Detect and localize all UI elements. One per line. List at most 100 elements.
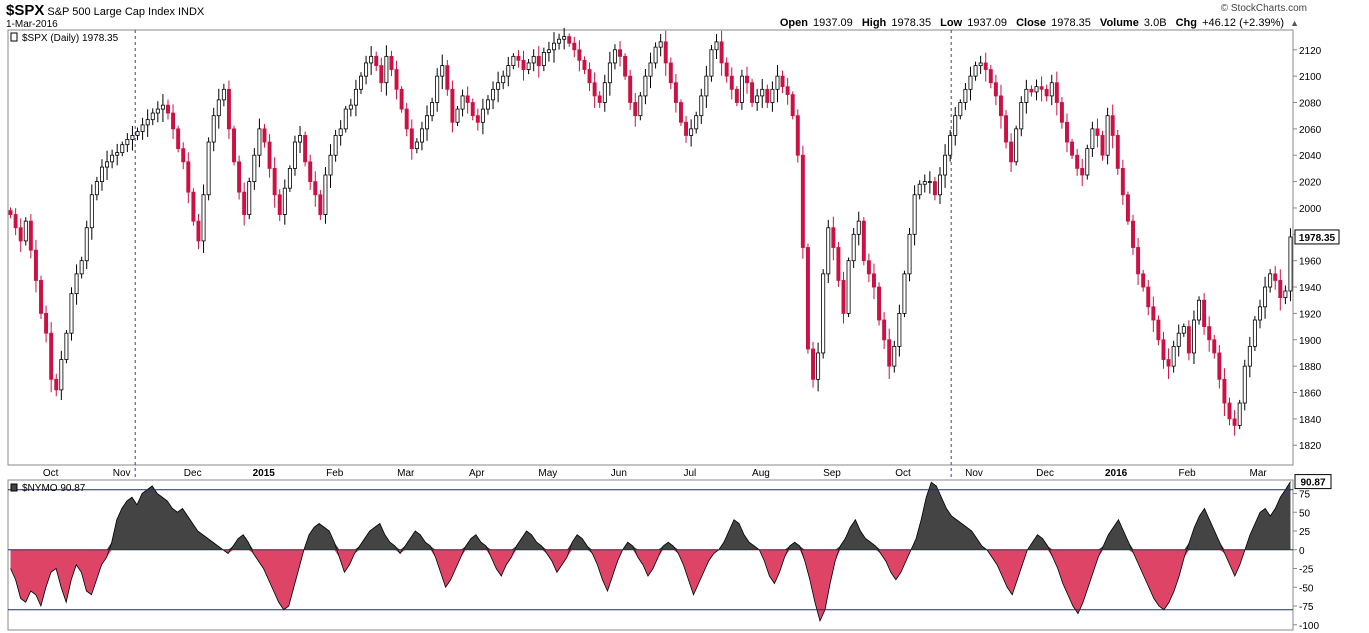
candle-body	[643, 75, 648, 97]
candle	[166, 99, 170, 120]
candle	[491, 81, 496, 110]
candle	[1065, 113, 1069, 153]
candle	[1156, 315, 1161, 346]
candle	[8, 207, 13, 219]
candle	[186, 152, 191, 204]
candle-body	[181, 148, 186, 163]
candle	[1141, 269, 1146, 292]
candle-body	[480, 108, 485, 123]
candle-body	[419, 128, 424, 143]
candle	[973, 61, 978, 81]
nymo-y-tick-label: -25	[1299, 565, 1314, 576]
candle	[1283, 285, 1288, 305]
candle-body	[54, 378, 59, 391]
candle-body	[216, 99, 221, 117]
candle	[1080, 158, 1085, 187]
candle-body	[313, 181, 318, 196]
candle	[181, 142, 186, 170]
candle	[232, 125, 236, 166]
candle-body	[633, 102, 638, 117]
candle-body	[1186, 326, 1191, 354]
candle	[1166, 348, 1171, 380]
candle-body	[394, 69, 399, 90]
candle	[1273, 265, 1278, 290]
candle-body	[1217, 352, 1222, 380]
last-nymo-tag	[1294, 474, 1332, 490]
candle-body	[998, 95, 1003, 117]
candle-body	[150, 112, 155, 121]
x-axis-label: May	[538, 468, 557, 479]
candle-body	[516, 55, 521, 61]
volume-label: Volume	[1099, 17, 1139, 29]
candle	[1014, 125, 1019, 166]
candle-body	[1034, 86, 1039, 93]
candle-body	[242, 191, 247, 215]
candle-body	[1054, 82, 1059, 103]
candle-body	[287, 168, 292, 189]
candle-body	[221, 88, 226, 101]
candle	[1252, 316, 1257, 351]
candle-body	[872, 273, 876, 288]
candle-body	[1019, 102, 1024, 130]
candle-body	[887, 339, 892, 367]
candle-body	[785, 86, 790, 95]
candle	[445, 60, 450, 96]
candle	[328, 144, 333, 188]
candle	[633, 93, 638, 127]
candle-body	[1237, 402, 1242, 426]
candle	[638, 91, 643, 121]
candle	[409, 119, 414, 160]
candle-body	[618, 49, 623, 57]
candle-body	[892, 345, 897, 367]
candle	[501, 70, 506, 90]
candle-body	[8, 210, 13, 215]
candle	[1044, 84, 1049, 102]
candle-body	[389, 55, 394, 70]
candle	[1288, 228, 1293, 302]
candle	[536, 46, 541, 78]
price-y-tick-label: 1820	[1299, 441, 1322, 452]
candle	[216, 88, 221, 129]
candle-body	[607, 62, 612, 84]
candle	[84, 220, 89, 269]
candle-body	[1268, 273, 1273, 288]
candle-body	[841, 280, 846, 314]
open-value: 1937.09	[813, 17, 853, 29]
candle	[653, 42, 658, 69]
candle-body	[1263, 286, 1268, 308]
candle-body	[33, 249, 38, 281]
candle-body	[1247, 345, 1252, 367]
candle	[805, 243, 810, 354]
candle-body	[1191, 319, 1196, 354]
candle	[618, 41, 623, 67]
candle-body	[257, 128, 262, 156]
candle	[892, 340, 897, 373]
candle	[99, 159, 104, 191]
candle-body	[303, 135, 308, 163]
candle-body	[1151, 306, 1156, 321]
candle-body	[23, 220, 28, 242]
candle	[1090, 121, 1095, 157]
candle	[440, 54, 445, 90]
candle	[1024, 79, 1029, 114]
candle-body	[770, 88, 775, 103]
candle	[105, 150, 110, 181]
x-axis-label: Nov	[113, 468, 131, 479]
candle-body	[552, 42, 556, 51]
candle-body	[1197, 299, 1202, 321]
candle	[1191, 310, 1196, 365]
price-y-tick-label: 2080	[1299, 99, 1322, 110]
candle	[673, 74, 678, 113]
candle-body	[343, 108, 348, 130]
candle	[689, 119, 694, 147]
candle	[770, 81, 775, 112]
candle-body	[28, 220, 33, 251]
candle	[577, 40, 582, 72]
candle	[912, 185, 917, 246]
candle-body	[425, 115, 429, 130]
candle	[1232, 410, 1237, 436]
candle	[171, 104, 176, 140]
candle	[1171, 340, 1176, 373]
candle	[135, 127, 140, 141]
candle-body	[734, 88, 739, 103]
